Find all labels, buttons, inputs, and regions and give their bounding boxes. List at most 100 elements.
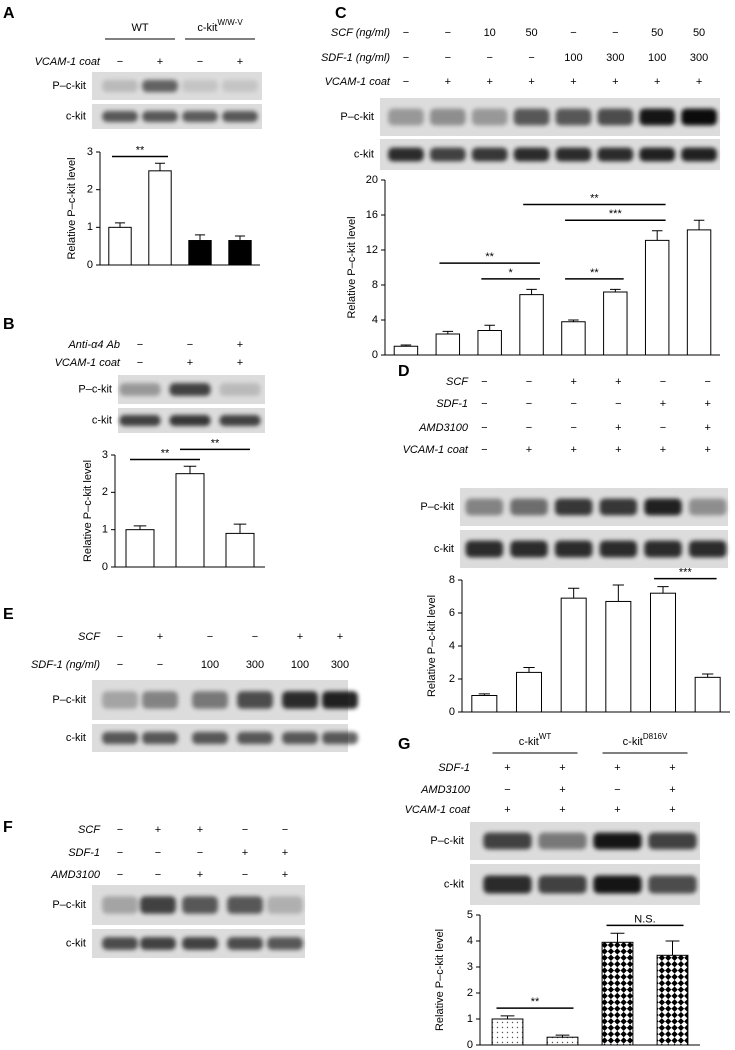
error-bar	[484, 324, 495, 331]
bar	[491, 1018, 524, 1046]
blot-label: c-kit	[66, 110, 86, 122]
y-tick-label: 1	[467, 1013, 473, 1025]
blot-band	[182, 896, 218, 914]
blot-band	[429, 108, 466, 126]
blot-band	[483, 832, 532, 850]
blot-band	[555, 108, 592, 126]
blot-label: P–c-kit	[52, 80, 86, 92]
y-tick-label: 0	[102, 561, 108, 573]
condition-mark: −	[155, 847, 161, 859]
condition-mark: +	[559, 762, 565, 774]
blot-band	[169, 415, 211, 426]
condition-mark: −	[526, 398, 532, 410]
error-bar	[133, 525, 147, 530]
blot-band	[182, 937, 218, 950]
blot-band	[267, 896, 303, 914]
condition-mark: −	[242, 869, 248, 881]
blot-band	[282, 691, 318, 709]
blot-band	[237, 731, 273, 745]
panel: F SCF − + + − − SDF-1 − − − + + AMD3100 − − + − + P–c-kit c-…	[3, 819, 305, 958]
error-bar	[702, 673, 714, 678]
condition-mark: +	[337, 631, 343, 643]
condition-mark: +	[704, 422, 710, 434]
condition-mark: +	[504, 762, 510, 774]
bar	[148, 170, 172, 266]
condition-label: VCAM-1 coat	[325, 76, 391, 88]
error-bar	[612, 584, 624, 602]
blot-band	[282, 731, 318, 745]
condition-mark: −	[704, 376, 710, 388]
y-tick-label: 0	[467, 1039, 473, 1050]
significance-label: **	[590, 192, 599, 204]
condition-mark: −	[137, 339, 143, 351]
bar	[546, 1036, 579, 1046]
group-header: c-kitW/W-V	[197, 18, 243, 34]
condition-mark: −	[481, 422, 487, 434]
blot-band	[593, 832, 642, 850]
condition-label: SCF	[78, 824, 101, 836]
y-axis-label: Relative P–c-kit level	[66, 157, 78, 259]
condition-mark: −	[403, 76, 409, 88]
significance-label: *	[508, 267, 513, 279]
condition-mark: −	[570, 398, 576, 410]
bar	[108, 226, 132, 266]
condition-mark: 100	[291, 659, 309, 671]
bar	[225, 532, 255, 568]
blot-band	[513, 147, 550, 162]
condition-mark: +	[669, 784, 675, 796]
condition-mark: −	[137, 357, 143, 369]
condition-mark: 50	[651, 27, 663, 39]
condition-mark: +	[282, 847, 288, 859]
blot-band	[102, 691, 138, 709]
condition-mark: −	[660, 376, 666, 388]
group-header-text: c-kit	[519, 736, 539, 748]
blot-band	[322, 731, 358, 745]
condition-label: SDF-1 (ng/ml)	[31, 659, 100, 671]
blot-band	[597, 108, 634, 126]
condition-label: VCAM-1 coat	[35, 56, 101, 68]
y-tick-label: 0	[449, 706, 455, 718]
bar	[644, 239, 670, 356]
panel: B Anti-α4 Ab − − + VCAM-1 coat − + + P–c-kit c-kit…	[3, 316, 265, 573]
blot-band	[465, 498, 504, 516]
blot-band	[429, 147, 466, 162]
blot-band	[119, 383, 161, 396]
condition-mark: +	[570, 444, 576, 456]
group-header-sup: WT	[539, 732, 552, 741]
error-bar	[500, 1015, 515, 1019]
blot-band	[513, 108, 550, 126]
error-bar	[400, 344, 412, 347]
condition-mark: −	[570, 422, 576, 434]
y-tick-label: 16	[366, 209, 378, 221]
panel-letter: C	[335, 5, 347, 22]
blot-band	[388, 108, 424, 126]
condition-mark: −	[252, 631, 258, 643]
bar	[188, 240, 212, 266]
condition-mark: −	[615, 398, 621, 410]
condition-mark: 300	[690, 52, 708, 64]
condition-mark: 100	[648, 52, 666, 64]
condition-mark: 50	[693, 27, 705, 39]
condition-label: AMD3100	[50, 869, 101, 881]
y-tick-label: 6	[449, 607, 455, 619]
condition-mark: +	[696, 76, 702, 88]
blot-band	[119, 415, 161, 426]
error-bar	[610, 288, 621, 292]
condition-mark: +	[615, 422, 621, 434]
bar	[560, 597, 587, 713]
group-header-text: c-kit	[623, 736, 643, 748]
y-tick-label: 12	[366, 244, 378, 256]
condition-mark: +	[570, 76, 576, 88]
condition-mark: −	[614, 784, 620, 796]
blot-band	[222, 111, 258, 122]
blot-band	[388, 147, 424, 162]
bar	[601, 941, 634, 1046]
bar	[125, 529, 155, 568]
condition-mark: 300	[606, 52, 624, 64]
error-bar	[478, 693, 490, 696]
panel-letter: D	[398, 363, 410, 380]
bar	[228, 240, 252, 266]
